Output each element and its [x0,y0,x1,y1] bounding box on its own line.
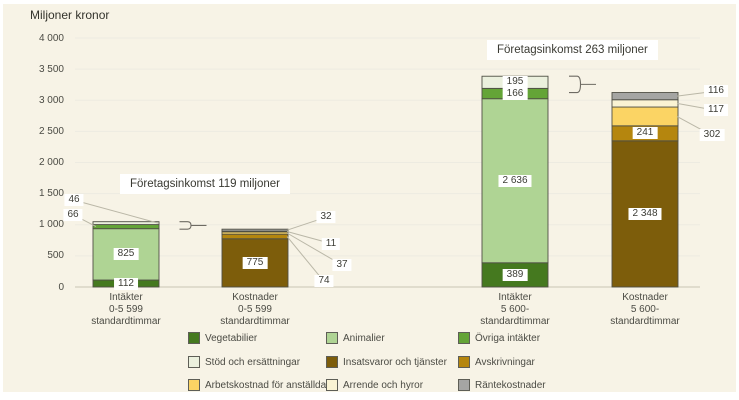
segment-value-callout: 66 [63,208,83,221]
bar-segment-r-ntekostnader [221,228,289,232]
segment-value-callout: 302 [699,129,725,142]
chart-title: Miljoner kronor [30,8,110,22]
segment-value-callout: 74 [314,275,334,288]
x-axis-label-line: 5 600- [500,304,530,315]
x-axis-label-line: Kostnader [622,292,668,303]
bar-segment-st-d-och-ers-ttningar [92,221,160,226]
segment-value-callout: 117 [704,104,728,117]
segment-value-label: 241 [632,127,658,140]
segment-value-callout: 37 [332,258,352,271]
y-axis-tick-label: 1 500 [38,188,64,200]
x-axis-label-line: standardtimmar [220,316,290,327]
segment-value-label: 389 [502,268,528,281]
legend-swatch [188,332,200,344]
legend-item: Insatsvaror och tjänster [326,356,447,368]
legend-label: Arbetskostnad för anställda [205,379,327,391]
legend-label: Räntekostnader [475,379,546,391]
legend-item: Arrende och hyror [326,379,423,391]
legend-label: Övriga intäkter [475,332,541,344]
legend-label: Animalier [343,332,385,344]
segment-value-callout: 32 [316,211,336,224]
bar-segment-r-ntekostnader [611,92,679,101]
x-axis-category-label: Intäkter 5 600- standardtimmar [445,292,585,328]
y-axis-tick-label: 4 000 [38,32,64,44]
segment-value-callout: 11 [321,237,341,250]
y-axis-tick-label: 3 000 [38,94,64,106]
x-axis-label-line: 0-5 599 [109,304,143,315]
legend-label: Vegetabilier [205,332,258,344]
segment-value-callout: 116 [704,85,728,98]
x-axis-label-line: standardtimmar [610,316,680,327]
segment-value-label: 112 [114,277,138,290]
x-axis-label-line: 5 600- [630,304,660,315]
x-axis-category-label: Kostnader 5 600- standardtimmar [575,292,715,328]
segment-value-label: 2 636 [498,174,532,187]
legend-swatch [188,379,200,391]
legend-swatch [188,356,200,368]
x-axis-label-line: 0-5 599 [238,304,272,315]
legend-item: Vegetabilier [188,332,257,344]
bar-segment-insatsvaror-och-tj-nster [611,140,679,288]
segment-value-label: 166 [502,87,528,100]
legend-item: Räntekostnader [458,379,546,391]
bar-segment--vriga-int-kter [92,224,160,230]
difference-brace [179,221,207,230]
segment-value-label: 825 [113,248,139,261]
legend-swatch [326,332,338,344]
y-axis-tick-label: 2 000 [38,157,64,168]
x-axis-category-label: Intäkter 0-5 599 standardtimmar [56,292,196,328]
bar-segment-arbetskostnad-f-r-anst-llda [611,106,679,127]
legend-item: Arbetskostnad för anställda [188,379,326,391]
callout-leader-line [73,199,159,224]
segment-value-label: 2 348 [628,207,662,220]
legend-label: Stöd och ersättningar [205,356,301,368]
y-axis-tick-label: 2 500 [38,125,64,137]
y-axis-tick-label: 500 [47,250,64,262]
legend-swatch [458,379,470,391]
legend-swatch [326,356,338,368]
x-axis-label-line: standardtimmar [91,316,161,327]
y-axis-tick-label: 1 000 [38,219,64,231]
segment-value-label: 195 [502,76,528,89]
legend-swatch [326,379,338,391]
y-axis-tick-label: 0 [58,281,64,293]
x-axis-label-line: Intäkter [498,292,532,303]
legend-label: Avskrivningar [475,356,535,368]
callout-leader-line [286,236,325,282]
legend-item: Stöd och ersättningar [188,356,300,368]
bar-segment-arrende-och-hyror [611,99,679,108]
legend-swatch [458,356,470,368]
annotation-box: Företagsinkomst 263 miljoner [487,40,658,60]
segment-value-label: 775 [242,256,268,269]
bar-segment-avskrivningar [221,233,289,240]
legend-label: Insatsvaror och tjänster [343,356,447,368]
segment-value-callout: 46 [64,194,84,207]
y-axis-tick-label: 3 500 [38,63,64,75]
legend-label: Arrende och hyror [343,379,424,391]
x-axis-label-line: standardtimmar [480,316,550,327]
legend-swatch [458,332,470,344]
legend-item: Animalier [326,332,385,344]
legend-item: Övriga intäkter [458,332,540,344]
difference-brace [569,75,596,94]
legend-item: Avskrivningar [458,356,535,368]
x-axis-category-label: Kostnader 0-5 599 standardtimmar [185,292,325,328]
x-axis-label-line: Intäkter [109,292,143,303]
annotation-box: Företagsinkomst 119 miljoner [120,174,290,194]
x-axis-label-line: Kostnader [232,292,278,303]
